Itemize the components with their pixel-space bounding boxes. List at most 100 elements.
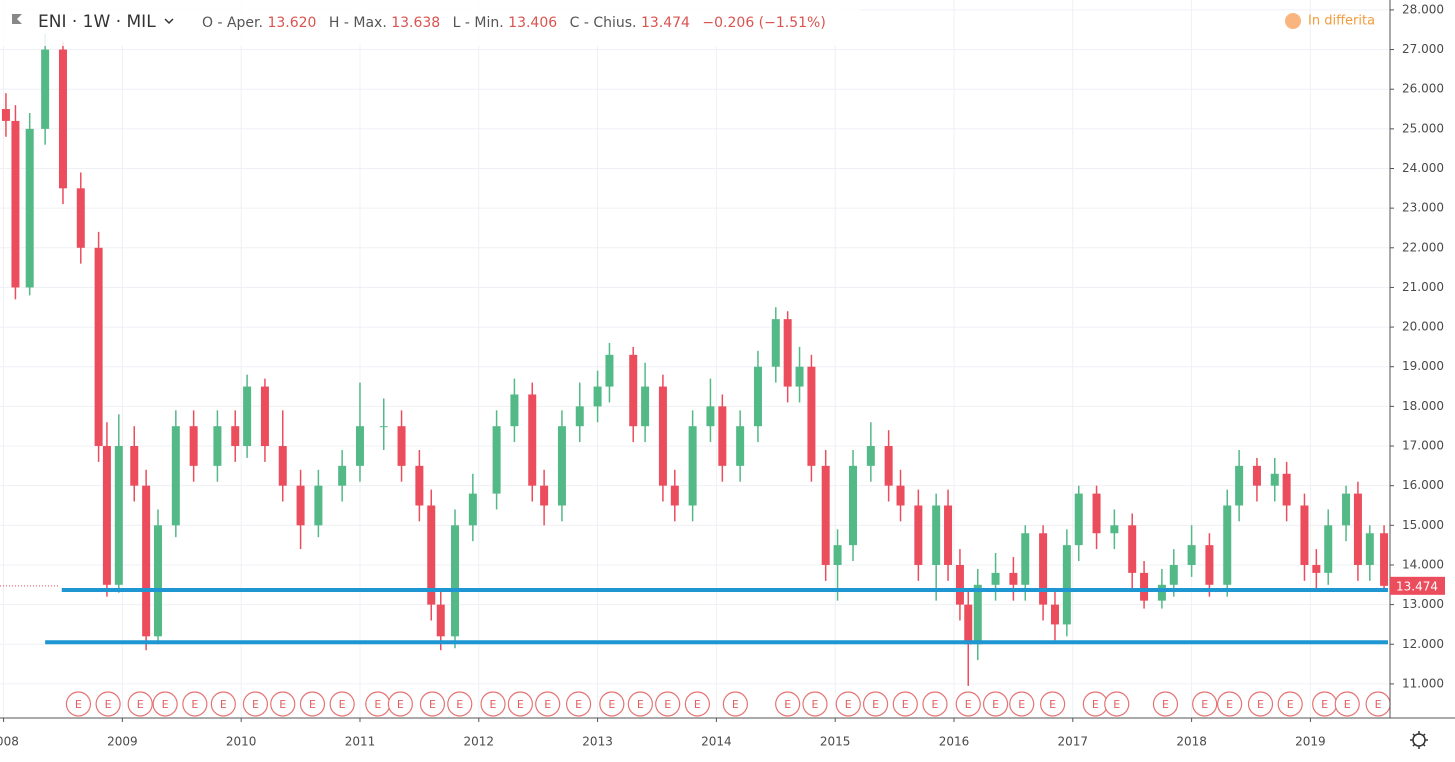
event-marker bbox=[210, 691, 236, 717]
x-tick-label: 2018 bbox=[1176, 735, 1207, 749]
event-marker bbox=[447, 691, 473, 717]
event-label: E bbox=[309, 698, 316, 711]
event-label: E bbox=[1321, 698, 1328, 711]
candle-body bbox=[783, 319, 792, 387]
event-label: E bbox=[517, 698, 524, 711]
candle-body bbox=[296, 485, 305, 526]
event-label: E bbox=[992, 698, 999, 711]
event-marker bbox=[722, 691, 748, 717]
event-label: E bbox=[872, 698, 879, 711]
event-marker bbox=[95, 691, 121, 717]
x-tick-label: 2013 bbox=[582, 735, 613, 749]
event-marker bbox=[892, 691, 918, 717]
event-label: E bbox=[1162, 698, 1169, 711]
candle-body bbox=[468, 493, 477, 526]
settings-icon[interactable] bbox=[1410, 731, 1428, 749]
candle-body bbox=[1062, 545, 1071, 625]
x-tick-label: 2014 bbox=[701, 735, 732, 749]
event-marker bbox=[182, 691, 208, 717]
event-label: E bbox=[544, 698, 551, 711]
candle-body bbox=[1021, 533, 1030, 585]
candle-body bbox=[973, 584, 982, 645]
event-marker bbox=[802, 691, 828, 717]
candle-body bbox=[1074, 493, 1083, 546]
candle-body bbox=[753, 366, 762, 427]
candle-body bbox=[706, 406, 715, 427]
candle-body bbox=[1039, 533, 1048, 605]
candle-body bbox=[397, 426, 406, 466]
candle-body bbox=[189, 426, 198, 466]
c-value: 13.474 bbox=[641, 15, 690, 31]
candle-body bbox=[528, 394, 537, 486]
event-label: E bbox=[1257, 698, 1264, 711]
candle-body bbox=[1365, 533, 1374, 565]
candle-body bbox=[451, 525, 460, 637]
event-label: E bbox=[1018, 698, 1025, 711]
event-label: E bbox=[812, 698, 819, 711]
candle-body bbox=[1282, 473, 1291, 506]
event-marker bbox=[982, 691, 1009, 717]
event-label: E bbox=[429, 698, 436, 711]
candle-body bbox=[866, 446, 875, 466]
event-label: E bbox=[162, 698, 169, 711]
candle-body bbox=[1223, 505, 1232, 585]
event-marker bbox=[655, 691, 681, 717]
candle-body bbox=[670, 485, 679, 506]
event-label: E bbox=[220, 698, 227, 711]
event-marker bbox=[480, 691, 506, 717]
event-marker bbox=[955, 691, 981, 717]
event-label: E bbox=[784, 698, 791, 711]
event-label: E bbox=[279, 698, 286, 711]
event-marker bbox=[1277, 691, 1303, 717]
event-marker bbox=[329, 691, 355, 717]
candle-body bbox=[314, 485, 323, 526]
candle-body bbox=[355, 426, 364, 466]
event-marker bbox=[299, 691, 326, 717]
event-marker bbox=[835, 691, 861, 717]
y-tick-label: 20.000 bbox=[1402, 320, 1444, 334]
event-label: E bbox=[902, 698, 909, 711]
event-label: E bbox=[932, 698, 939, 711]
event-label: E bbox=[397, 698, 404, 711]
event-marker bbox=[775, 691, 801, 717]
event-marker bbox=[1104, 691, 1130, 717]
candle-body bbox=[896, 485, 905, 506]
chevron bbox=[164, 18, 174, 25]
h-value: 13.638 bbox=[391, 15, 440, 31]
candle-body bbox=[41, 49, 50, 129]
candle-body bbox=[736, 426, 745, 466]
candle-body bbox=[821, 465, 830, 565]
event-marker bbox=[1009, 691, 1035, 717]
x-tick-label: 2011 bbox=[345, 735, 376, 749]
event-label: E bbox=[1375, 698, 1382, 711]
candle-body bbox=[11, 120, 20, 288]
candle-body bbox=[884, 446, 893, 486]
event-marker bbox=[270, 691, 296, 717]
candle-body bbox=[795, 366, 804, 387]
candle-body bbox=[379, 426, 388, 428]
candle-body bbox=[1, 109, 10, 121]
candle-body bbox=[1050, 604, 1059, 625]
candle-body bbox=[278, 446, 287, 486]
event-label: E bbox=[637, 698, 644, 711]
h-label: H - Max. bbox=[329, 15, 387, 31]
last-price-box bbox=[1390, 576, 1445, 595]
event-label: E bbox=[575, 698, 582, 711]
event-label: E bbox=[339, 698, 346, 711]
y-tick-label: 28.000 bbox=[1402, 2, 1444, 16]
x-tick-label: 2012 bbox=[464, 735, 495, 749]
event-marker bbox=[1217, 691, 1243, 717]
l-value: 13.406 bbox=[508, 15, 557, 31]
event-label: E bbox=[105, 698, 112, 711]
candle-body bbox=[575, 406, 584, 427]
event-marker bbox=[627, 691, 653, 717]
event-marker bbox=[1334, 691, 1360, 717]
candle-body bbox=[1300, 505, 1309, 565]
y-tick-label: 16.000 bbox=[1402, 478, 1444, 492]
event-label: E bbox=[1201, 698, 1208, 711]
candle-body bbox=[1312, 564, 1321, 573]
candle-body bbox=[436, 604, 445, 637]
y-tick-label: 11.000 bbox=[1402, 676, 1444, 690]
event-label: E bbox=[694, 698, 701, 711]
y-tick-label: 27.000 bbox=[1402, 42, 1444, 56]
